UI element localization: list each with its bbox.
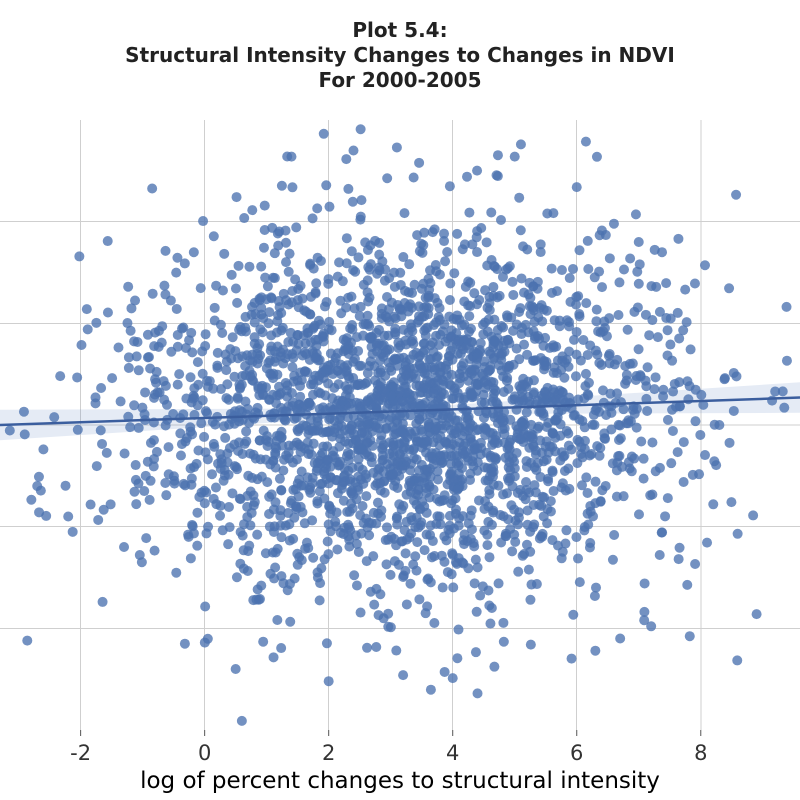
svg-text:4: 4 <box>446 741 459 765</box>
scatter-plot <box>0 120 800 730</box>
svg-text:-2: -2 <box>70 741 91 765</box>
chart-container: Plot 5.4:Structural Intensity Changes to… <box>0 0 800 800</box>
svg-text:6: 6 <box>570 741 583 765</box>
svg-text:8: 8 <box>694 741 707 765</box>
svg-text:0: 0 <box>198 741 211 765</box>
svg-text:2: 2 <box>322 741 335 765</box>
chart-title: Plot 5.4:Structural Intensity Changes to… <box>0 18 800 93</box>
x-axis-label: log of percent changes to structural int… <box>0 768 800 794</box>
